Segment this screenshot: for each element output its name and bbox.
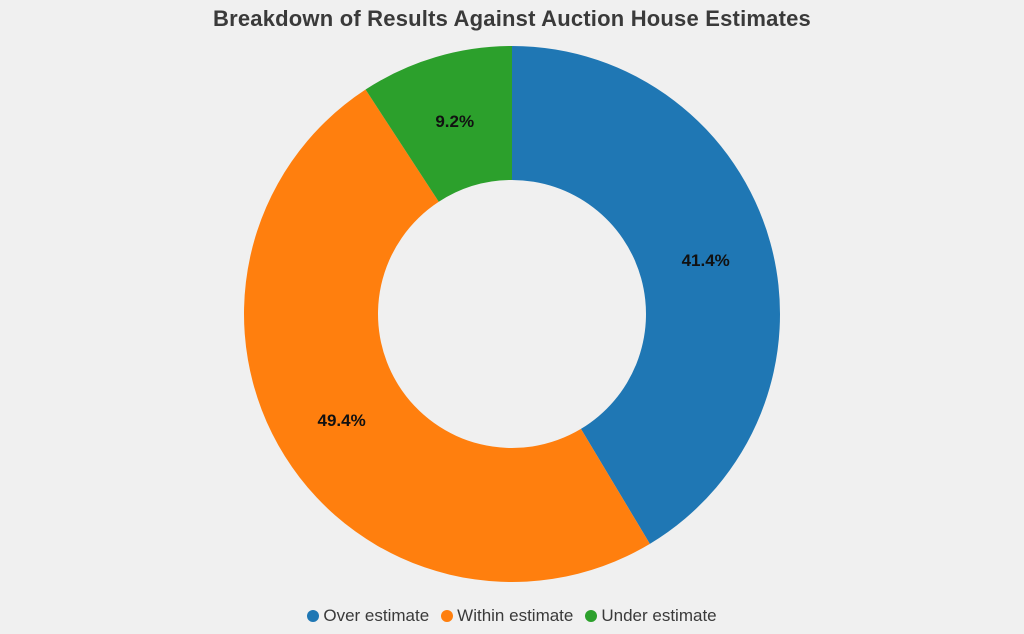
donut-data-labels: 41.4% 49.4% 9.2%	[318, 112, 730, 430]
legend-item-over-estimate[interactable]: Over estimate	[307, 606, 429, 626]
donut-slices	[243, 46, 780, 583]
slice-under-estimate[interactable]	[365, 46, 512, 202]
legend-item-within-estimate[interactable]: Within estimate	[441, 606, 573, 626]
legend-label-under-estimate: Under estimate	[601, 606, 717, 625]
legend: Over estimate Within estimate Under esti…	[0, 606, 1024, 626]
chart-title: Breakdown of Results Against Auction Hou…	[213, 6, 811, 31]
data-label-within-estimate: 49.4%	[318, 411, 366, 430]
legend-swatch-within-estimate	[441, 610, 454, 622]
slice-within-estimate[interactable]	[243, 89, 650, 583]
slice-over-estimate[interactable]	[512, 46, 780, 544]
data-label-under-estimate: 9.2%	[435, 112, 474, 131]
legend-swatch-under-estimate	[585, 610, 598, 622]
legend-swatch-over-estimate	[307, 610, 320, 622]
data-label-over-estimate: 41.4%	[682, 251, 730, 270]
legend-label-within-estimate: Within estimate	[457, 606, 574, 625]
legend-label-over-estimate: Over estimate	[323, 606, 430, 625]
legend-item-under-estimate[interactable]: Under estimate	[585, 606, 717, 626]
